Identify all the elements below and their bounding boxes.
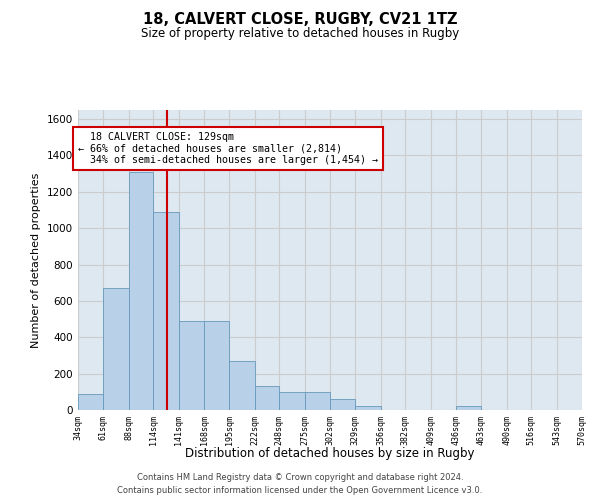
Bar	[179, 321, 204, 410]
Bar	[103, 288, 129, 410]
Bar	[456, 406, 481, 410]
Text: Contains HM Land Registry data © Crown copyright and database right 2024.
Contai: Contains HM Land Registry data © Crown c…	[118, 474, 482, 495]
Bar	[279, 392, 305, 410]
Text: Size of property relative to detached houses in Rugby: Size of property relative to detached ho…	[141, 28, 459, 40]
Text: Distribution of detached houses by size in Rugby: Distribution of detached houses by size …	[185, 448, 475, 460]
Bar	[330, 399, 355, 410]
Bar	[229, 361, 255, 410]
Y-axis label: Number of detached properties: Number of detached properties	[31, 172, 41, 348]
Bar	[355, 406, 381, 410]
Bar	[129, 172, 153, 410]
Text: 18, CALVERT CLOSE, RUGBY, CV21 1TZ: 18, CALVERT CLOSE, RUGBY, CV21 1TZ	[143, 12, 457, 28]
Bar	[305, 392, 330, 410]
Bar	[153, 212, 179, 410]
Bar	[78, 394, 103, 410]
Bar	[204, 321, 229, 410]
Text: 18 CALVERT CLOSE: 129sqm
← 66% of detached houses are smaller (2,814)
  34% of s: 18 CALVERT CLOSE: 129sqm ← 66% of detach…	[79, 132, 379, 165]
Bar	[255, 386, 279, 410]
